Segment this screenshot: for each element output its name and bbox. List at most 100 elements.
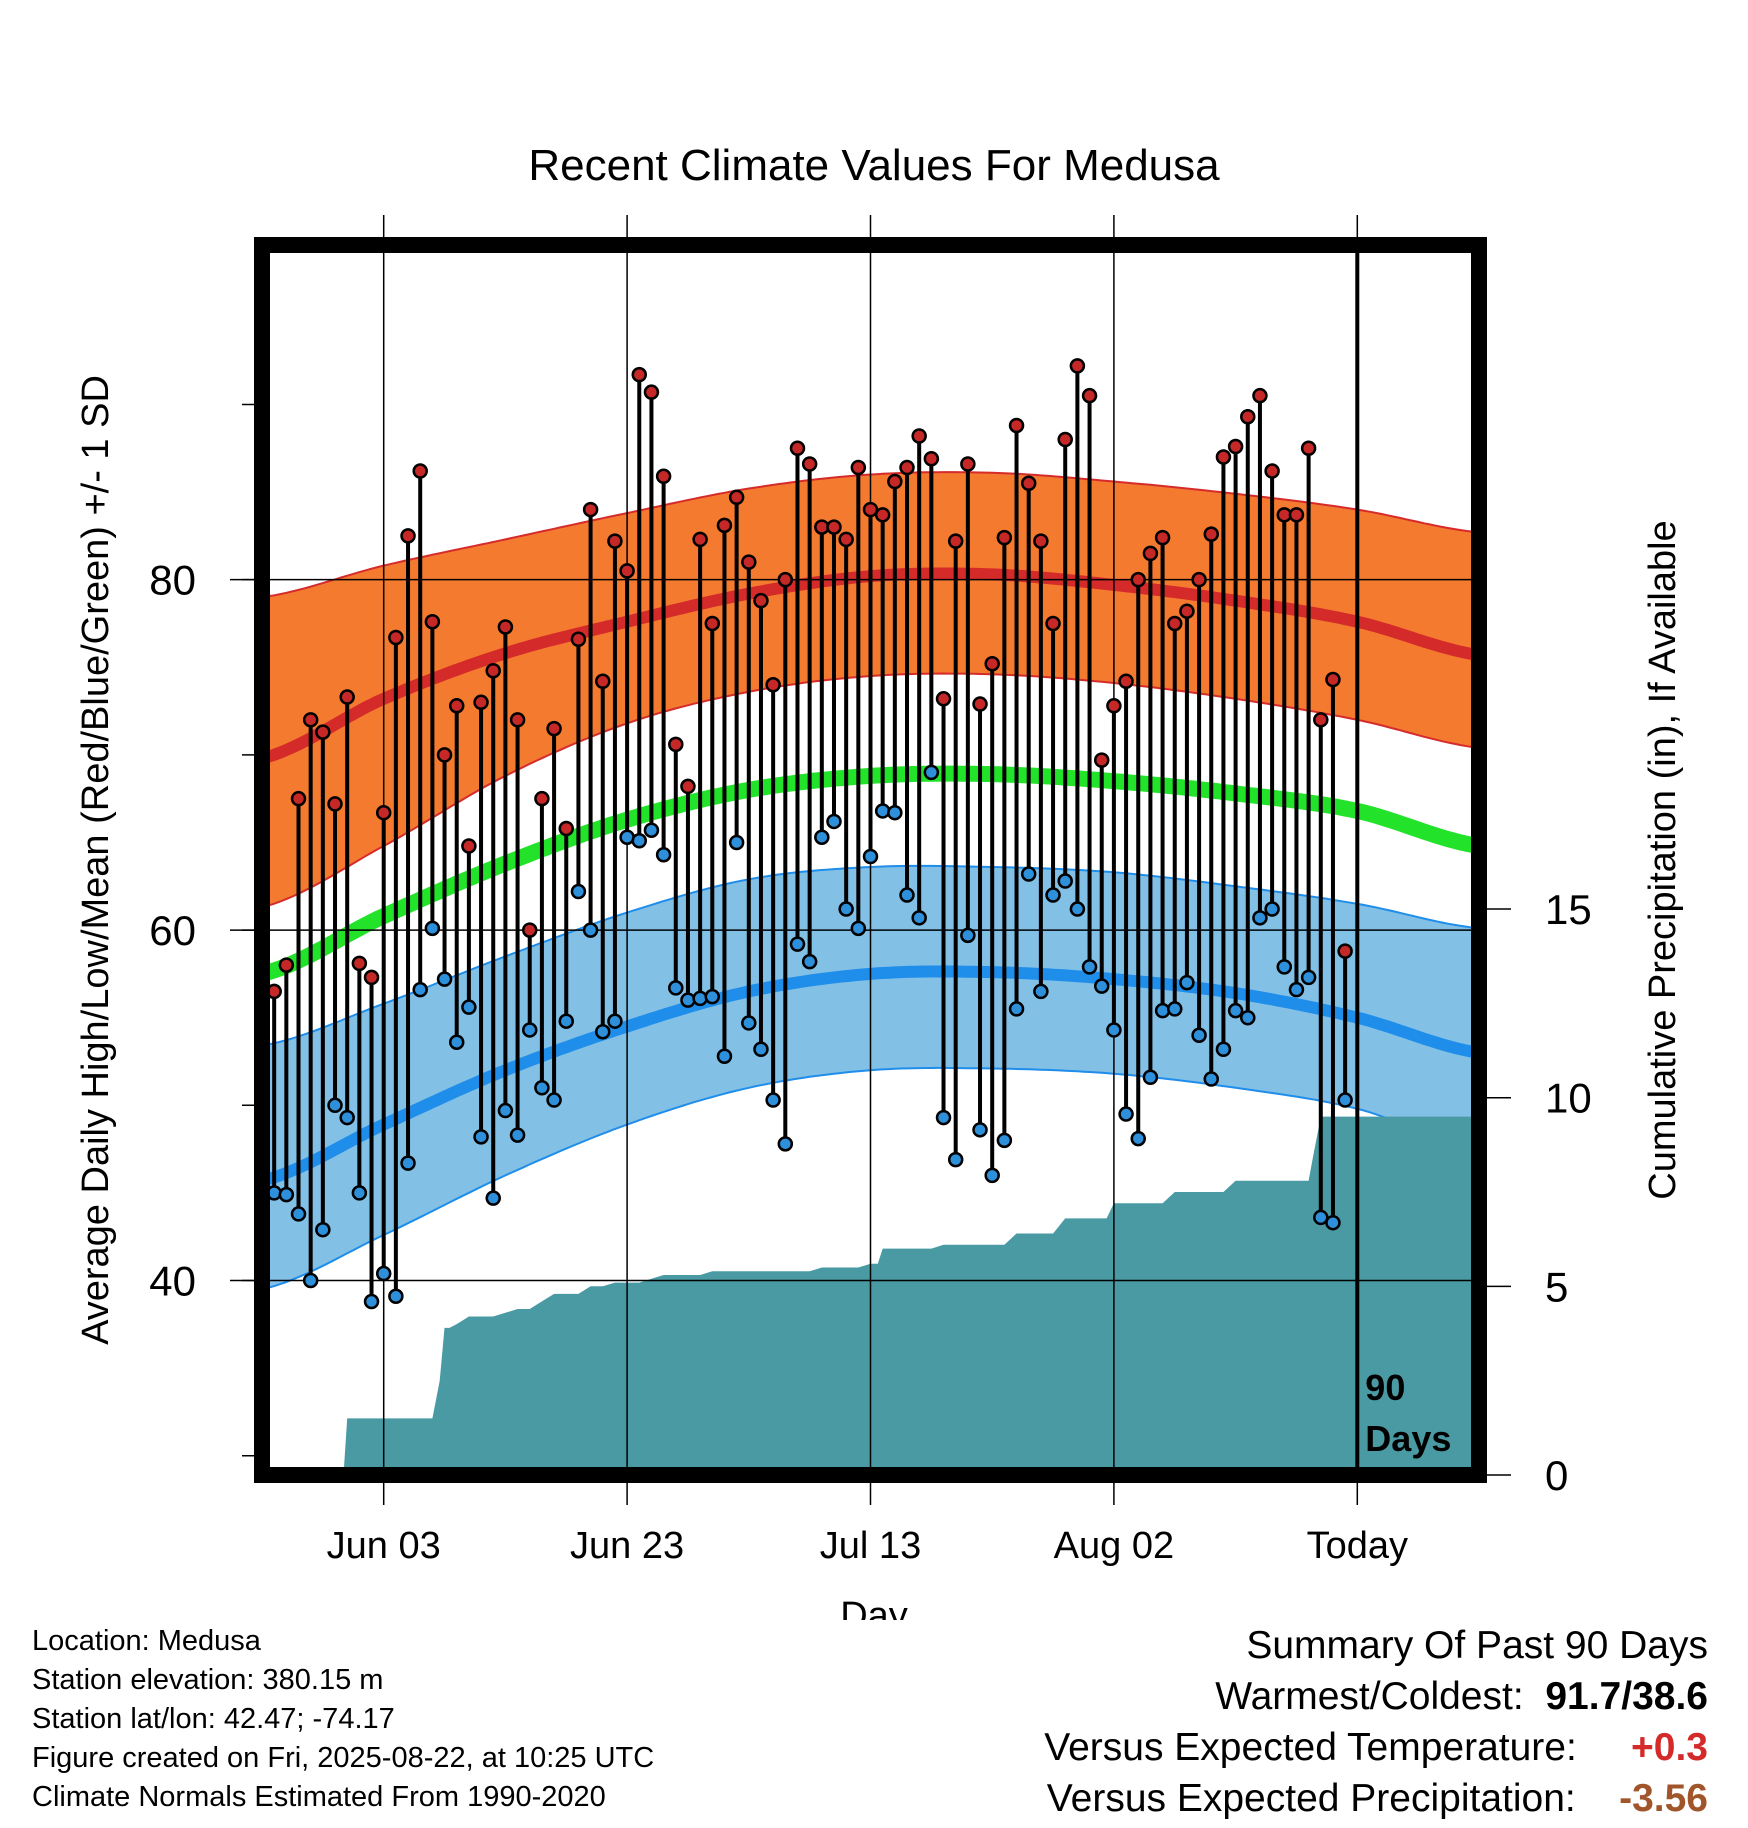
axes: Jun 03 Jun 23 Jul 13 Aug 02 Today 40 60 80 0 5 10 1… — [149, 215, 1592, 1567]
y-tick-label-left: 80 — [149, 557, 196, 604]
low-point — [899, 887, 915, 903]
high-point — [668, 736, 684, 753]
high-point — [619, 563, 635, 579]
high-point — [424, 613, 441, 630]
y-tick-label-right: 0 — [1545, 1452, 1568, 1499]
low-point — [1008, 1001, 1025, 1017]
high-point — [546, 720, 562, 737]
high-point — [1300, 440, 1317, 456]
low-point — [1264, 901, 1280, 917]
created-text: Figure created on Fri, 2025-08-22, at 10… — [32, 1742, 655, 1774]
high-point — [327, 796, 343, 812]
low-point — [838, 901, 854, 917]
low-point — [1179, 974, 1195, 991]
precip-anomaly-label: Versus Expected Precipitation: — [1046, 1777, 1576, 1820]
y-tick-label-right: 10 — [1545, 1075, 1592, 1122]
low-point — [1167, 1001, 1183, 1017]
y-tick-label-left: 60 — [149, 907, 196, 954]
low-point — [1203, 1071, 1220, 1087]
low-point — [497, 1102, 514, 1119]
temp-anomaly-value: +0.3 — [1631, 1726, 1708, 1769]
high-point — [412, 463, 428, 479]
low-point — [1020, 866, 1037, 882]
low-point — [826, 813, 842, 830]
low-point — [315, 1221, 331, 1238]
low-point — [887, 804, 903, 821]
high-point — [558, 820, 574, 837]
low-point — [302, 1272, 319, 1289]
high-point — [473, 694, 489, 711]
high-point — [643, 384, 660, 400]
x-tick-label: Today — [1307, 1525, 1408, 1567]
high-point — [363, 969, 380, 986]
temp-anomaly-label: Versus Expected Temperature: — [1044, 1726, 1577, 1769]
high-point — [534, 790, 550, 807]
plot-area: 90 Days — [262, 245, 1479, 1475]
low-point — [546, 1092, 562, 1108]
high-point — [911, 428, 927, 444]
x-tick-label: Jun 23 — [570, 1525, 684, 1567]
low-point — [631, 832, 648, 849]
low-point — [935, 1109, 952, 1126]
high-point — [1203, 526, 1220, 542]
y-axis-label-right: Cumulative Precipitation (in), If Availa… — [1642, 520, 1684, 1199]
high-point — [1057, 431, 1073, 448]
high-point — [777, 571, 794, 588]
today-label-line1: 90 — [1365, 1367, 1405, 1408]
low-point — [558, 1013, 574, 1029]
low-point — [643, 822, 660, 838]
low-point — [1142, 1069, 1159, 1086]
high-point — [789, 440, 806, 456]
high-point — [704, 615, 721, 632]
warmest-coldest-label: Warmest/Coldest: — [1215, 1675, 1524, 1718]
high-point — [631, 366, 648, 383]
low-point — [1288, 981, 1305, 998]
high-point — [996, 529, 1013, 546]
low-point — [765, 1092, 781, 1108]
low-point — [436, 971, 453, 987]
plot-content: 90 Days — [262, 245, 1479, 1475]
high-point — [960, 456, 976, 472]
high-point — [436, 747, 453, 763]
high-point — [509, 712, 526, 728]
low-point — [996, 1132, 1013, 1149]
high-point — [1240, 408, 1256, 425]
low-point — [777, 1136, 794, 1152]
low-point — [947, 1151, 964, 1168]
high-point — [1288, 507, 1305, 523]
low-point — [655, 846, 672, 863]
low-point — [1033, 983, 1049, 1000]
high-point — [497, 619, 514, 635]
low-point — [570, 883, 587, 900]
low-point — [1252, 910, 1268, 926]
low-point — [582, 922, 599, 938]
low-point — [668, 980, 684, 996]
high-point — [716, 517, 733, 534]
low-point — [1337, 1092, 1353, 1108]
high-point — [887, 473, 903, 490]
high-point — [741, 554, 757, 570]
temp-anomaly-row: Versus Expected Temperature: +0.3 — [1044, 1722, 1708, 1773]
high-point — [1227, 438, 1244, 455]
x-tick-label: Jul 13 — [820, 1525, 921, 1567]
high-point — [826, 519, 842, 535]
low-point — [595, 1023, 611, 1040]
high-point — [485, 663, 501, 679]
low-point — [1215, 1041, 1232, 1057]
low-point — [801, 953, 818, 970]
latlon-text: Station lat/lon: 42.47; -74.17 — [32, 1703, 395, 1735]
high-point — [1154, 529, 1171, 546]
high-point — [1081, 387, 1098, 404]
low-point — [1154, 1002, 1171, 1019]
high-point — [607, 533, 623, 549]
chart-title: Recent Climate Values For Medusa — [528, 141, 1220, 190]
low-point — [339, 1109, 355, 1126]
low-point — [412, 981, 428, 998]
summary-heading: Summary Of Past 90 Days — [1246, 1624, 1708, 1667]
low-point — [327, 1097, 343, 1114]
today-label-line2: Days — [1365, 1418, 1451, 1459]
high-point — [1337, 943, 1353, 959]
low-point — [1300, 969, 1317, 986]
low-point — [388, 1288, 404, 1305]
high-point — [1093, 752, 1110, 768]
